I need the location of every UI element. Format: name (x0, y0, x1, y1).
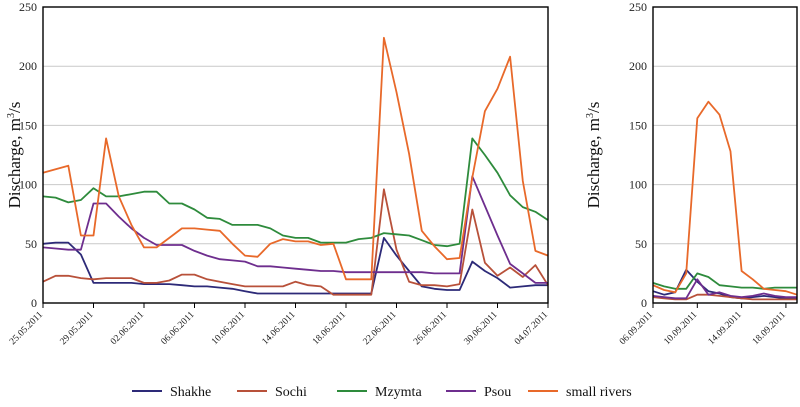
y-axis-title: Discharge, m3/s (5, 102, 24, 209)
y-axis-title-suffix: /s (5, 102, 24, 113)
y-axis-title-superscript: 3 (6, 113, 17, 118)
legend-label-psou: Psou (484, 385, 511, 400)
series-line-small-rivers (42, 36, 549, 281)
series-line-sochi (652, 293, 797, 301)
x-tick-label: 18.06.2011 (311, 310, 348, 347)
series-line-shakhe (42, 236, 548, 295)
y-tick-label: 250 (629, 0, 647, 14)
series-line-mzymta (42, 137, 549, 248)
y-tick-label: 150 (19, 118, 37, 132)
x-tick-label: 10.09.2011 (662, 310, 699, 347)
y-tick-label: 0 (641, 296, 647, 310)
chart-panel-1: 0 50 100 150 200 250 25.05.2011 29.05.2011 02.06… (5, 0, 550, 347)
legend-label-small-rivers: small rivers (566, 385, 632, 400)
series-line-mzymta (652, 272, 797, 290)
legend: Shakhe Sochi Mzymta Psou small rivers (132, 385, 632, 400)
series-line-psou (42, 175, 548, 284)
plot-frame (652, 6, 798, 304)
x-tick-label: 04.07.2011 (513, 310, 550, 347)
y-tick-label: 200 (629, 59, 647, 73)
y-axis-title: Discharge, m3/s (584, 102, 603, 209)
series-line-small-rivers (652, 100, 798, 296)
x-tick-label: 22.06.2011 (362, 310, 399, 347)
x-tick-label: 02.06.2011 (109, 310, 146, 347)
plot-frame (42, 6, 549, 304)
y-tick-label: 50 (635, 237, 647, 251)
x-tick-label: 26.06.2011 (412, 310, 449, 347)
x-tick-label: 25.05.2011 (8, 310, 45, 347)
x-tick-label: 18.09.2011 (751, 310, 788, 347)
y-tick-label: 250 (19, 0, 37, 14)
legend-label-shakhe: Shakhe (170, 385, 211, 400)
x-tick-label: 10.06.2011 (210, 310, 247, 347)
y-tick-label: 0 (31, 296, 37, 310)
x-tick-label: 29.05.2011 (59, 310, 96, 347)
x-tick-label: 14.09.2011 (707, 310, 744, 347)
y-axis-title-superscript: 3 (585, 113, 596, 118)
legend-label-sochi: Sochi (275, 385, 307, 400)
x-tick-label: 06.09.2011 (618, 310, 655, 347)
x-tick-label: 06.06.2011 (160, 310, 197, 347)
y-tick-label: 200 (19, 59, 37, 73)
y-tick-label: 50 (25, 237, 37, 251)
x-tick-label: 14.06.2011 (261, 310, 298, 347)
legend-label-mzymta: Mzymta (375, 385, 422, 400)
y-tick-label: 150 (629, 118, 647, 132)
series-line-psou (652, 278, 797, 300)
y-tick-label: 100 (629, 178, 647, 192)
chart-panel-2: 0 50 100 150 200 250 06.09.2011 10.09.2011 14.09… (584, 0, 798, 347)
x-tick-label: 30.06.2011 (463, 310, 500, 347)
y-tick-label: 100 (19, 178, 37, 192)
series-line-sochi (42, 188, 549, 296)
y-axis-title-suffix: /s (584, 102, 603, 113)
